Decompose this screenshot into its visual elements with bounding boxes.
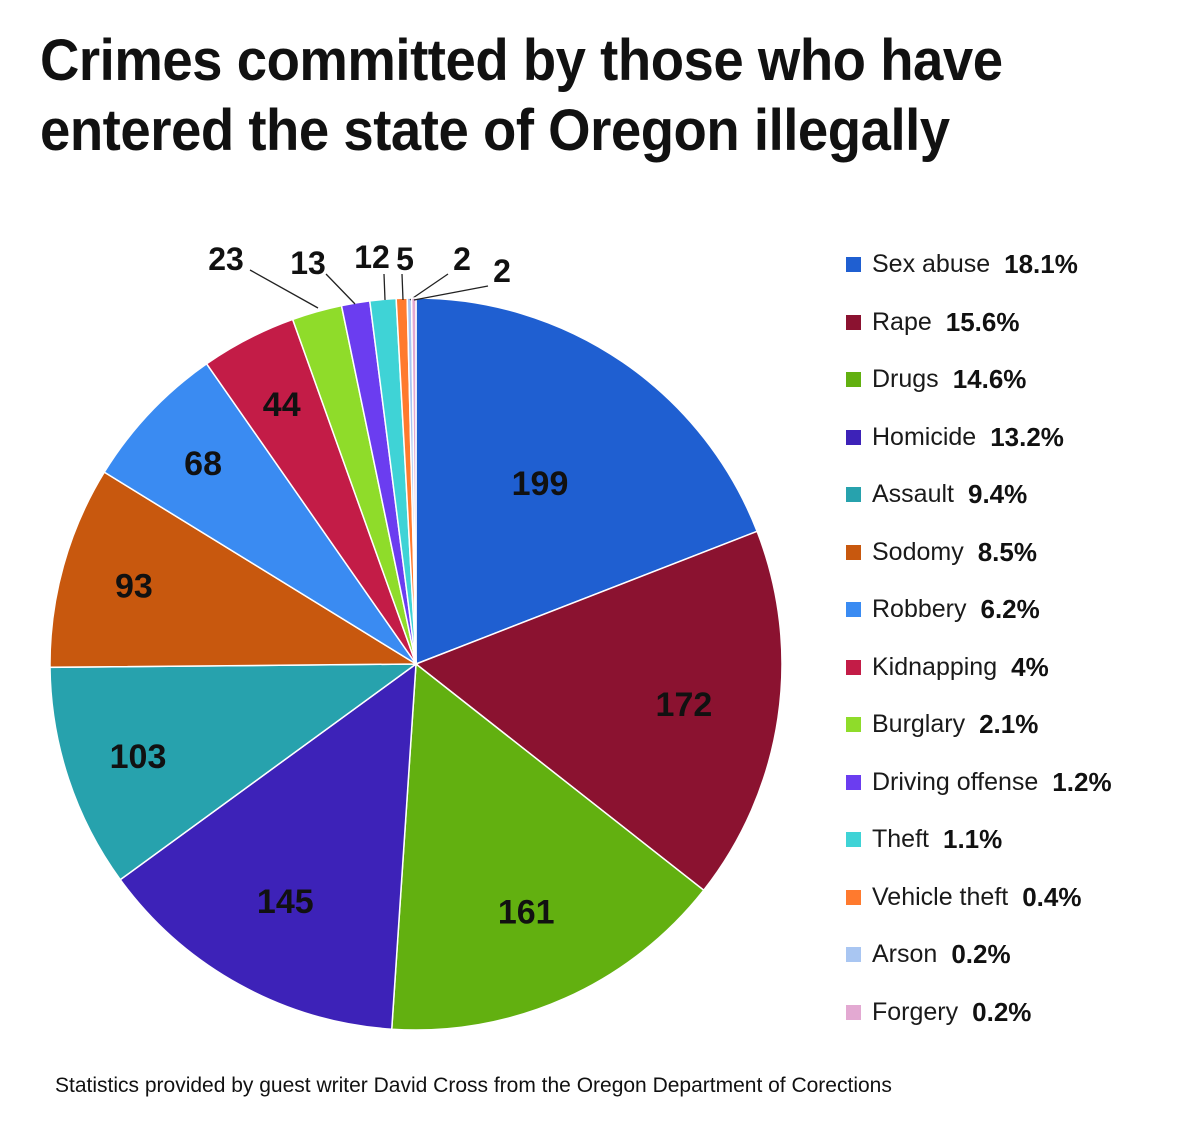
legend-item: Assault 9.4% <box>846 466 1112 524</box>
data-label: 23 <box>208 241 244 277</box>
legend-item: Sodomy 8.5% <box>846 524 1112 582</box>
legend-label: Robbery <box>872 595 967 624</box>
pie-slice-sodomy <box>49 471 419 669</box>
pie-slice-homicide <box>119 662 417 1030</box>
legend-item: Forgery 0.2% <box>846 984 1112 1042</box>
legend-item: Kidnapping 4% <box>846 639 1112 697</box>
data-label: 44 <box>263 386 301 424</box>
data-label: 13 <box>290 245 326 281</box>
legend-label: Vehicle theft <box>872 882 1009 911</box>
data-label: 103 <box>110 738 167 776</box>
legend-swatch <box>846 602 861 618</box>
legend-item: Sex abuse 18.1% <box>846 236 1112 294</box>
legend-label: Sodomy <box>872 537 964 566</box>
legend-percent: 15.6% <box>945 306 1020 337</box>
legend-percent: 1.2% <box>1052 766 1112 797</box>
legend-label: Theft <box>872 825 929 854</box>
legend-swatch <box>846 372 861 388</box>
legend-label: Forgery <box>872 997 959 1026</box>
data-label: 199 <box>512 465 569 503</box>
legend-percent: 14.6% <box>952 364 1027 395</box>
legend-swatch <box>846 429 861 445</box>
data-label: 161 <box>498 893 555 931</box>
legend-percent: 1.1% <box>942 824 1003 855</box>
chart-title: Crimes committed by those who have enter… <box>40 26 1112 166</box>
pie-slice-rape <box>414 530 783 892</box>
leader-line <box>383 273 386 301</box>
data-label: 172 <box>656 686 713 724</box>
legend-swatch <box>846 487 861 503</box>
source-note: Statistics provided by guest writer Davi… <box>55 1074 892 1097</box>
legend-item: Homicide 13.2% <box>846 409 1112 467</box>
legend-percent: 0.2% <box>951 939 1011 970</box>
legend-item: Theft 1.1% <box>846 811 1112 869</box>
legend-label: Sex abuse <box>872 250 991 279</box>
legend-item: Robbery 6.2% <box>846 581 1112 639</box>
data-label: 2 <box>453 241 471 277</box>
legend-label: Burglary <box>872 710 966 739</box>
legend-label: Homicide <box>872 422 977 451</box>
legend-percent: 4% <box>1011 651 1049 682</box>
legend-swatch <box>846 889 861 905</box>
legend-swatch <box>846 947 861 963</box>
data-label: 68 <box>184 445 222 483</box>
legend-swatch <box>846 1004 861 1020</box>
pie-chart: 199 172 161 145 103 93 68 44 23 13 12 5 2 2 <box>49 239 783 1031</box>
legend-percent: 6.2% <box>980 594 1040 625</box>
pie-slice-drugs <box>390 662 705 1031</box>
legend-item: Rape 15.6% <box>846 294 1112 352</box>
legend-percent: 13.2% <box>990 421 1064 452</box>
legend-label: Rape <box>872 307 932 336</box>
legend-swatch <box>846 717 861 733</box>
legend-label: Drugs <box>872 365 939 394</box>
legend-swatch <box>846 659 861 675</box>
legend-swatch <box>846 832 861 848</box>
legend-percent: 8.5% <box>977 536 1037 567</box>
leader-line <box>249 269 319 309</box>
legend-percent: 2.1% <box>979 709 1039 740</box>
legend-swatch <box>846 544 861 560</box>
legend-item: Vehicle theft 0.4% <box>846 869 1112 927</box>
data-label: 2 <box>493 253 511 289</box>
data-label: 93 <box>115 568 153 606</box>
title-line-1: Crimes committed by those who have <box>40 28 1003 93</box>
legend-swatch <box>846 774 861 790</box>
legend-swatch <box>846 257 861 273</box>
pie-slice-robbery <box>103 362 417 665</box>
legend-item: Drugs 14.6% <box>846 351 1112 409</box>
legend-label: Kidnapping <box>872 652 998 681</box>
leader-line <box>401 273 404 301</box>
legend: Sex abuse 18.1% Rape 15.6% Drugs 14.6% H… <box>846 236 1112 1041</box>
legend-label: Arson <box>872 940 938 969</box>
data-label: 5 <box>396 241 414 277</box>
data-label: 145 <box>257 883 314 921</box>
legend-label: Driving offense <box>872 767 1039 796</box>
legend-swatch <box>846 314 861 330</box>
leader-line <box>413 285 489 301</box>
legend-percent: 0.4% <box>1022 881 1082 912</box>
legend-item: Arson 0.2% <box>846 926 1112 984</box>
legend-item: Burglary 2.1% <box>846 696 1112 754</box>
title-line-2: entered the state of Oregon illegally <box>40 98 950 163</box>
legend-item: Driving offense 1.2% <box>846 754 1112 812</box>
legend-label: Assault <box>872 480 954 509</box>
leader-line <box>409 273 449 301</box>
legend-percent: 9.4% <box>967 479 1028 510</box>
legend-percent: 18.1% <box>1004 249 1078 280</box>
pie-slice-forgery <box>410 297 417 665</box>
pie-slice-assault <box>49 663 419 881</box>
data-label: 12 <box>354 239 390 275</box>
leader-line <box>325 273 356 305</box>
legend-percent: 0.2% <box>972 996 1032 1027</box>
pie-slice-sex-abuse <box>415 297 759 666</box>
